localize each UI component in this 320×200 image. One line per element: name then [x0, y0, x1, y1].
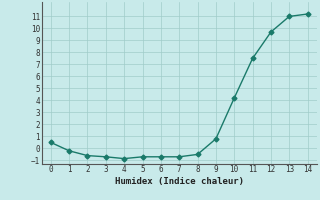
X-axis label: Humidex (Indice chaleur): Humidex (Indice chaleur) — [115, 177, 244, 186]
